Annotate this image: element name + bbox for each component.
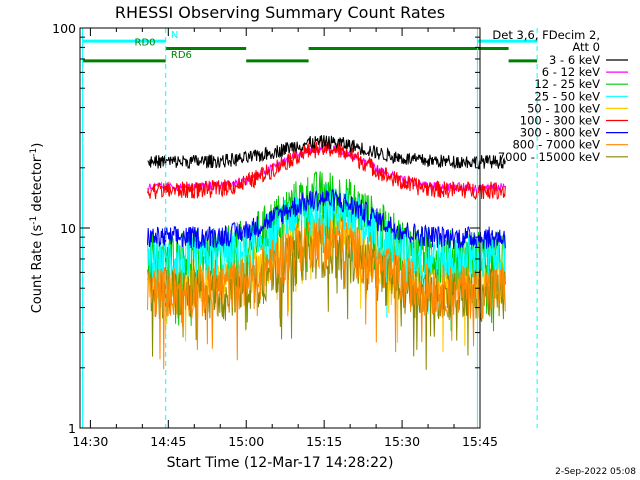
legend-label: 25 - 50 keV — [534, 89, 600, 103]
flag-label-rd6: RD6 — [171, 50, 192, 61]
series-line-100-300-kev — [147, 139, 506, 201]
chart-title: RHESSI Observing Summary Count Rates — [115, 3, 445, 22]
legend-label: 50 - 100 keV — [527, 101, 600, 115]
flag-bars-layer: N RD0 RD6 — [82, 30, 538, 63]
series-line-3-6-kev — [147, 135, 506, 170]
flag-label-rd0: RD0 — [135, 38, 156, 49]
x-tick-label: 15:00 — [228, 434, 264, 449]
x-tick-label: 15:30 — [384, 434, 420, 449]
legend-label: 800 - 7000 keV — [512, 138, 600, 152]
y-tick-label: 1 — [68, 421, 76, 436]
axes-layer: 14:30 14:45 15:00 15:15 15:30 15:45 1 10 100 — [52, 21, 498, 449]
x-axis-label: Start Time (12-Mar-17 14:28:22) — [167, 455, 394, 471]
series-line-6-12-kev — [147, 144, 506, 194]
series-line-25-50-kev — [147, 183, 506, 318]
series-layer — [147, 135, 506, 370]
date-stamp: 2-Sep-2022 05:08 — [555, 467, 636, 477]
legend-label: 300 - 800 keV — [520, 126, 600, 140]
x-tick-label: 15:15 — [306, 434, 342, 449]
legend-label: 12 - 25 keV — [534, 77, 600, 91]
flag-label-n: N — [171, 30, 178, 41]
x-tick-label: 14:45 — [150, 434, 186, 449]
legend-header-line-2: Att 0 — [572, 40, 600, 54]
y-axis-label: Count Rate (s-1 detector-1) — [29, 143, 45, 314]
series-line-300-800-kev — [147, 188, 506, 249]
y-tick-label: 100 — [52, 21, 76, 36]
legend-label: 6 - 12 keV — [542, 65, 600, 79]
series-line-800-7000-kev — [147, 217, 506, 370]
legend-label: 100 - 300 keV — [520, 114, 600, 128]
x-tick-label: 15:45 — [462, 434, 498, 449]
legend-label: 3 - 6 keV — [549, 53, 600, 67]
y-tick-label: 10 — [60, 221, 76, 236]
legend-header-line-1: Det 3,6, FDecim 2, — [492, 28, 600, 42]
legend-label: 7000 - 15000 keV — [498, 150, 600, 164]
x-tick-label: 14:30 — [72, 434, 108, 449]
